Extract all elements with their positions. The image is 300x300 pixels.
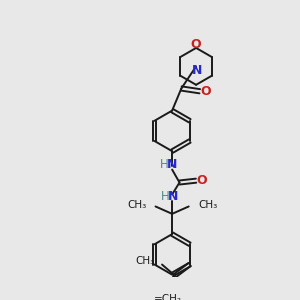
Text: O: O [196, 174, 207, 187]
Text: CH₃: CH₃ [127, 200, 146, 210]
Text: O: O [200, 85, 211, 98]
Text: N: N [192, 64, 202, 76]
Text: H: H [161, 190, 170, 203]
Text: CH₃: CH₃ [135, 256, 155, 266]
Text: N: N [168, 190, 178, 203]
Text: CH₃: CH₃ [198, 200, 217, 210]
Text: H: H [160, 158, 169, 172]
Text: =CH₂: =CH₂ [154, 294, 182, 300]
Text: N: N [167, 158, 177, 172]
Text: O: O [191, 38, 201, 51]
